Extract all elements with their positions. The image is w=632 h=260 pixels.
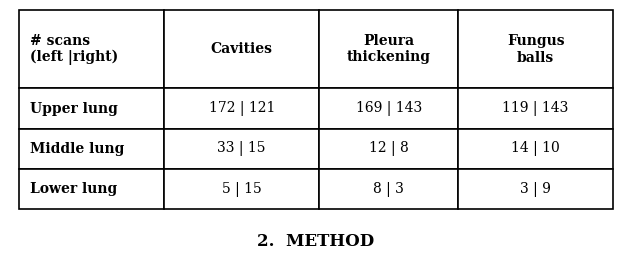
Bar: [319, 129, 458, 169]
Text: Pleura
thickening: Pleura thickening: [347, 34, 430, 64]
Text: # scans
(left |right): # scans (left |right): [30, 34, 119, 65]
Bar: [164, 169, 319, 209]
Text: Upper lung: Upper lung: [30, 102, 118, 115]
Bar: [164, 10, 319, 88]
Bar: [319, 10, 458, 88]
Bar: [458, 169, 613, 209]
Bar: [19, 169, 164, 209]
Bar: [164, 129, 319, 169]
Text: 169 | 143: 169 | 143: [356, 101, 422, 116]
Text: 2.  METHOD: 2. METHOD: [257, 233, 375, 250]
Bar: [458, 10, 613, 88]
Text: 14 | 10: 14 | 10: [511, 141, 560, 156]
Text: Fungus
balls: Fungus balls: [507, 34, 564, 64]
Bar: [164, 88, 319, 129]
Bar: [458, 88, 613, 129]
Text: 33 | 15: 33 | 15: [217, 141, 266, 156]
Bar: [319, 88, 458, 129]
Text: Lower lung: Lower lung: [30, 182, 118, 196]
Bar: [19, 88, 164, 129]
Text: 8 | 3: 8 | 3: [374, 182, 404, 197]
Bar: [19, 129, 164, 169]
Text: Cavities: Cavities: [210, 42, 273, 56]
Text: 119 | 143: 119 | 143: [502, 101, 569, 116]
Bar: [458, 129, 613, 169]
Text: 12 | 8: 12 | 8: [369, 141, 408, 156]
Text: 5 | 15: 5 | 15: [222, 182, 262, 197]
Text: 172 | 121: 172 | 121: [209, 101, 275, 116]
Bar: [19, 10, 164, 88]
Text: Middle lung: Middle lung: [30, 142, 125, 156]
Text: 3 | 9: 3 | 9: [520, 182, 551, 197]
Bar: [319, 169, 458, 209]
